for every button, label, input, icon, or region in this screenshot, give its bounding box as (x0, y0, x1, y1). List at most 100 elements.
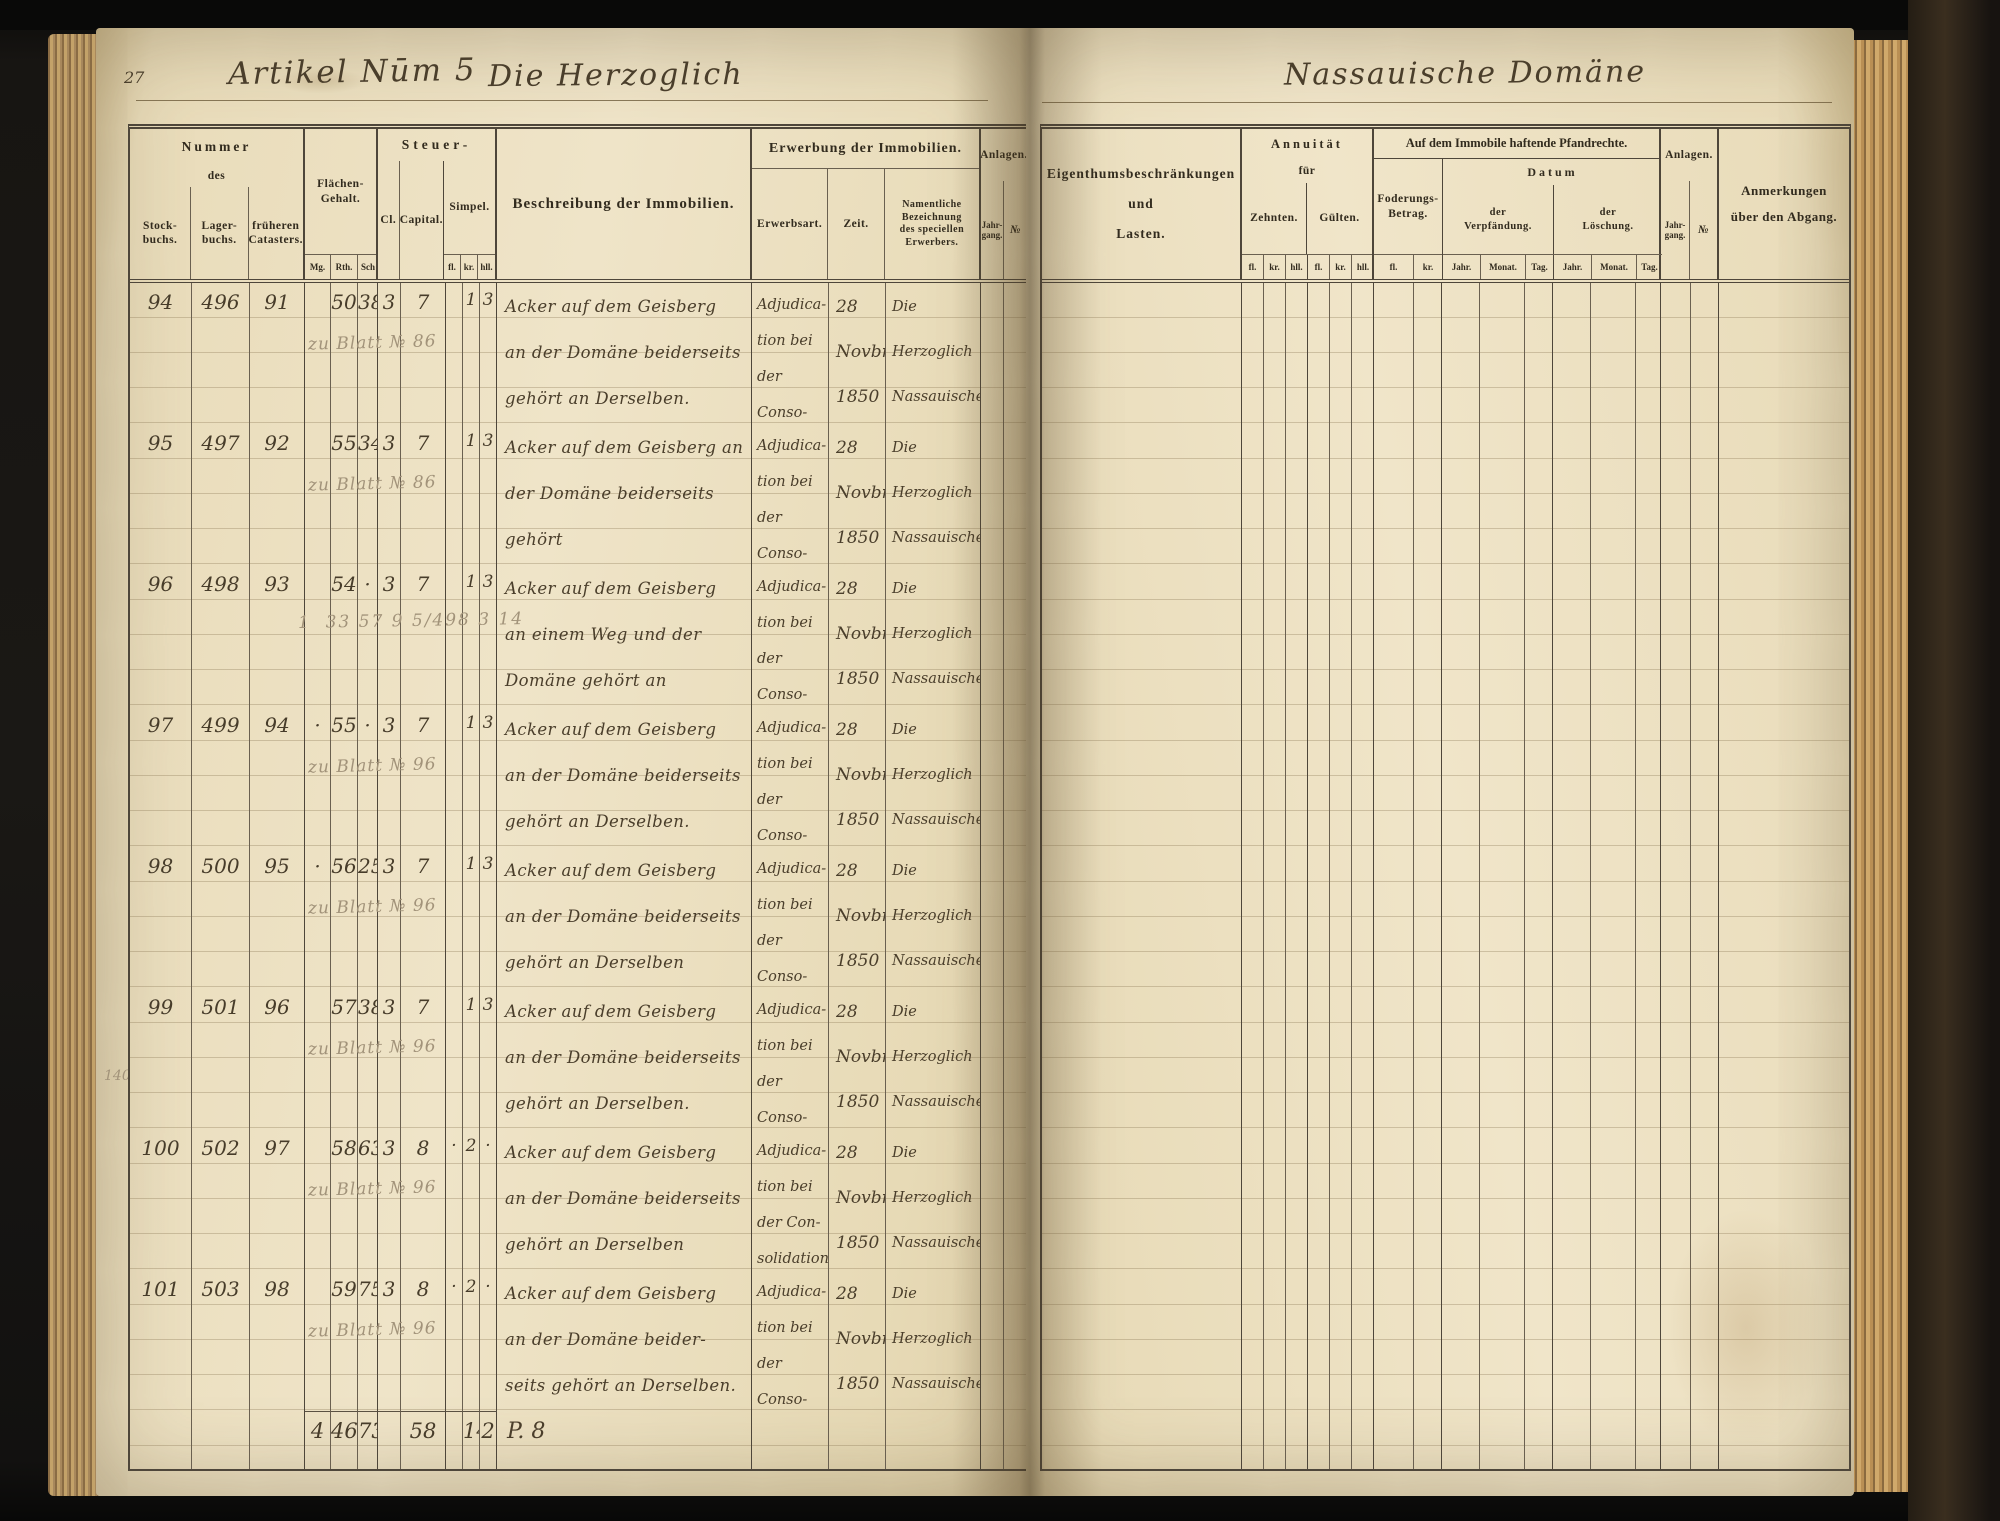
cell-loeschung-tag (1636, 283, 1661, 424)
header-group-pfandrechte: Auf dem Immobile haftende Pfandrechte. F… (1374, 129, 1662, 279)
cell-morgen (305, 424, 331, 565)
cell-anlage-jahrgang (1661, 283, 1691, 424)
cell-lagerbuch-number: 498 (192, 565, 250, 706)
cell-simpel-fl (446, 565, 463, 706)
cell-simpel-hll: 3 (480, 706, 497, 847)
cell-verpfaendung-monat (1480, 1270, 1525, 1411)
header-eigenthum-lasten: Eigenthumsbeschränkungen und Lasten. (1046, 166, 1236, 241)
cell-description: Acker auf dem Geisberg an einem Weg und … (497, 565, 752, 706)
cell-lasten (1042, 988, 1242, 1129)
cell-stockbuch-number: 98 (130, 847, 192, 988)
cell-verpfaendung-monat (1480, 565, 1525, 706)
cell-erwerbsart: Adjudica- tion bei der Conso- lidation (752, 565, 829, 706)
cell-schuh: · (358, 706, 378, 847)
cell-simpel-kr: 2 (463, 1270, 480, 1411)
ledger-row-empty (1042, 283, 1849, 424)
cell-simpel-fl (446, 988, 463, 1129)
cell-verpfaendung-monat (1480, 988, 1525, 1129)
header-f-fl: fl. (1374, 255, 1414, 279)
book-cover-right (1908, 0, 2000, 1521)
cell-lasten (1042, 424, 1242, 565)
cell-anlage-nr (1004, 1270, 1027, 1411)
cell-classe: 3 (378, 424, 401, 565)
cell-verpfaendung-tag (1525, 565, 1553, 706)
cell-erwerber: Die Herzoglich Nassauische Domäne (886, 988, 981, 1129)
cell-lagerbuch-number: 496 (192, 283, 250, 424)
cell-zehnten-fl (1242, 565, 1264, 706)
cell-foderung-fl (1374, 706, 1414, 847)
cell-morgen (305, 1129, 331, 1270)
cell-loeschung-monat (1591, 1411, 1636, 1469)
cell-simpel-hll: 3 (480, 847, 497, 988)
cell-cataster-number: 95 (250, 847, 305, 988)
cell-stockbuch-number: 94 (130, 283, 192, 424)
cell-anmerkungen (1719, 706, 1849, 847)
cell-foderung-kr (1414, 1270, 1442, 1411)
cell-lagerbuch-number: 502 (192, 1129, 250, 1270)
cell-guelten-fl (1308, 1411, 1330, 1469)
cell-anlage-jahrgang (1661, 1270, 1691, 1411)
header-flaechen-gehalt: Flächen- Gehalt. (317, 178, 364, 205)
cell-morgen: · (305, 706, 331, 847)
cell-anmerkungen (1719, 847, 1849, 988)
cell-ruthen: 54 (331, 565, 358, 706)
cell-verpfaendung-tag (1525, 706, 1553, 847)
cell-cataster (250, 1411, 305, 1469)
cell-simpel-kr: 1 (463, 565, 480, 706)
header-rth: Rth. (331, 255, 358, 279)
cell-morgen (305, 283, 331, 424)
pencil-correction-note: 1 33 57 9 5/498 3 14 (297, 609, 525, 633)
cell-erwerber: Die Herzoglich Nassauische Domäne (886, 706, 981, 847)
cell-capital: 7 (401, 283, 446, 424)
header-z-kr: kr. (1264, 255, 1286, 279)
cell-anlage-nr (1004, 988, 1027, 1129)
cell-anlage-nr (1004, 1129, 1027, 1270)
ledger-row: 100 502 97 58 63 3 8 · 2 · Acker auf dem… (130, 1129, 1027, 1270)
cell-verpfaendung-tag (1525, 847, 1553, 988)
cell-verpfaendung-jahr (1442, 847, 1480, 988)
cell-erwerbsart: Adjudica- tion bei der Con- solidation (752, 1129, 829, 1270)
header-g-kr: kr. (1330, 255, 1352, 279)
total-rth: 46 (331, 1411, 358, 1469)
cell-nr (1004, 1411, 1027, 1469)
cell-anlage-nr (1691, 1411, 1719, 1469)
cell-zeit: 28 Novbr 1850 (829, 988, 886, 1129)
cell-lasten (1042, 1411, 1242, 1469)
cell-zehnten-hll (1286, 424, 1308, 565)
header-foderung: Foderungs- Betrag. (1377, 193, 1439, 220)
header-f-kr: kr. (1422, 262, 1434, 272)
cell-zehnten-kr (1264, 1270, 1286, 1411)
header-fuer: für (1298, 164, 1316, 177)
cell-cataster-number: 91 (250, 283, 305, 424)
cell-loeschung-monat (1591, 283, 1636, 424)
ledger-row: 98 500 95 · 56 25 3 7 1 3 Acker auf dem … (130, 847, 1027, 988)
cell-zehnten-fl (1242, 283, 1264, 424)
cell-zehnten-hll (1286, 1270, 1308, 1411)
cell-ruthen: 55 (331, 706, 358, 847)
domain-title: Nassauische Domäne (1283, 54, 1647, 93)
cell-cataster-number: 97 (250, 1129, 305, 1270)
cell-anlage-jahrgang (1661, 1129, 1691, 1270)
cell-guelten-kr (1330, 1129, 1352, 1270)
title-underline-right (1042, 102, 1832, 103)
cell-schuh: 38 (358, 283, 378, 424)
cell-jahrgang (981, 706, 1004, 847)
cell-lagerbuch-number: 499 (192, 706, 250, 847)
cell-schuh: 34 (358, 424, 378, 565)
header-capital: Capital. (400, 161, 444, 279)
cell-jahrgang (981, 988, 1004, 1129)
cell-anlage-jahrgang (1661, 988, 1691, 1129)
cell-loeschung-monat (1591, 847, 1636, 988)
cell-guelten-hll (1352, 988, 1374, 1129)
cell-anlage-jahrgang (1661, 565, 1691, 706)
cell-simpel-hll: · (480, 1270, 497, 1411)
header-group-nummer: Nummer des Stock- buchs. Lager- buchs. f… (130, 129, 305, 279)
cell-simpel-fl (446, 283, 463, 424)
pencil-blatt-note: zu Blatt № 96 (307, 754, 437, 778)
cell-cataster-number: 98 (250, 1270, 305, 1411)
cell-description: Acker auf dem Geisberg an der Domäne bei… (497, 847, 752, 988)
header-datum: Datum (1527, 164, 1578, 179)
cell-anlage-nr (1691, 1129, 1719, 1270)
header-pfandrechte: Auf dem Immobile haftende Pfandrechte. (1374, 129, 1659, 159)
